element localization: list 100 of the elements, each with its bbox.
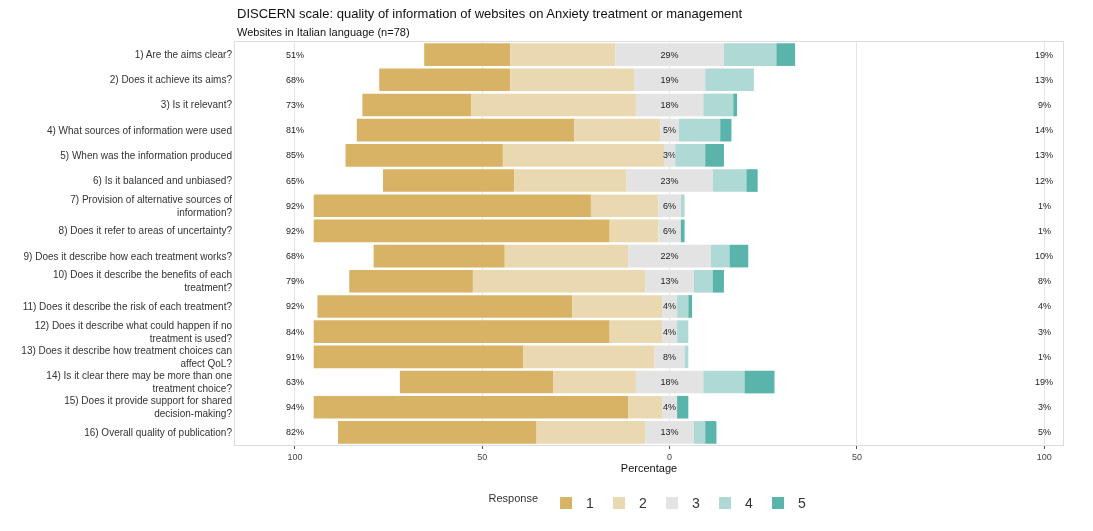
bar	[572, 295, 663, 318]
bar	[313, 194, 591, 218]
x-tick-label: 100	[287, 451, 303, 462]
bar	[703, 370, 745, 394]
annotation: 19%	[1035, 50, 1054, 60]
data-label: 18%	[660, 377, 679, 388]
bar	[313, 395, 629, 419]
annotation: 3%	[1038, 402, 1052, 412]
annotation: 92%	[286, 301, 305, 311]
annotation: 3%	[1038, 327, 1052, 337]
annotation: 8%	[1038, 276, 1052, 286]
annotation: 10%	[1035, 251, 1054, 261]
annotation: 65%	[286, 176, 305, 186]
y-tick-label: 3) Is it relevant?	[160, 99, 233, 111]
bar	[628, 395, 663, 419]
legend-label: 5	[798, 495, 807, 512]
bar	[313, 320, 610, 343]
data-label: 5%	[663, 125, 677, 136]
data-label: 19%	[660, 74, 679, 85]
bar	[729, 244, 749, 268]
annotation: 5%	[1038, 427, 1052, 437]
legend-label: 1	[586, 495, 595, 512]
bar	[712, 269, 724, 293]
bar	[688, 295, 693, 318]
y-tick-label: 13) Does it describe how treatment choices can affect QoL?	[21, 344, 233, 369]
annotation: 84%	[286, 327, 305, 337]
x-tick-label: 50	[851, 451, 862, 462]
bar	[677, 295, 689, 318]
bar	[680, 194, 685, 218]
annotation: 13%	[1035, 75, 1054, 85]
y-tick-label: 10) Does it describe the benefits of each treatment?	[53, 269, 233, 294]
bar	[504, 244, 629, 268]
bar	[693, 269, 713, 293]
data-label: 3%	[663, 150, 677, 161]
bar	[349, 269, 473, 293]
y-tick-label: 15) Does it provide support for shared decision-making?	[64, 395, 233, 420]
bar	[362, 93, 472, 117]
annotation: 68%	[286, 251, 305, 261]
bar	[510, 68, 635, 92]
bar	[399, 370, 554, 394]
y-tick-label: 4) What sources of information were used	[46, 124, 232, 136]
bar	[677, 320, 689, 343]
bar	[514, 169, 627, 192]
annotation: 92%	[286, 226, 305, 236]
data-label: 4%	[663, 301, 677, 312]
bar	[703, 93, 734, 117]
annotation: 14%	[1035, 125, 1054, 135]
bar	[712, 169, 747, 192]
bar	[705, 68, 754, 92]
y-tick-label: 1) Are the aims clear?	[134, 49, 233, 61]
legend-label: 4	[745, 495, 754, 512]
legend-title: Response	[488, 491, 539, 504]
data-label: 4%	[663, 326, 677, 337]
bar	[379, 68, 511, 92]
y-tick-label: 11) Does it describe the risk of each treatment?	[22, 300, 233, 312]
bar	[678, 118, 721, 142]
annotation: 79%	[286, 276, 305, 286]
annotation: 82%	[286, 427, 305, 437]
y-tick-label: 7) Provision of alternative sources of information?	[70, 193, 233, 218]
bar	[502, 144, 664, 167]
bar	[536, 421, 646, 444]
annotation: 1%	[1038, 226, 1052, 236]
y-tick-label: 9) Does it describe how each treatment works?	[23, 250, 233, 262]
annotation: 1%	[1038, 352, 1052, 362]
bar	[675, 144, 706, 167]
annotation: 91%	[286, 352, 305, 362]
bar	[313, 219, 610, 243]
bar	[705, 144, 724, 167]
annotation: 63%	[286, 377, 305, 387]
bar	[609, 219, 659, 243]
bar	[523, 345, 655, 369]
chart-subtitle: Websites in Italian language (n=78)	[237, 26, 410, 38]
annotation: 9%	[1038, 100, 1052, 110]
bar	[382, 169, 515, 192]
y-tick-label: 2) Does it achieve its aims?	[109, 74, 233, 86]
data-label: 4%	[663, 402, 677, 413]
bar	[590, 194, 659, 218]
bar	[744, 370, 775, 394]
bar	[472, 269, 646, 293]
annotation: 12%	[1035, 176, 1054, 186]
bar	[705, 421, 717, 444]
bar	[373, 244, 505, 268]
annotation: 81%	[286, 125, 305, 135]
bar	[710, 244, 730, 268]
bar	[733, 93, 738, 117]
x-axis-title: Percentage	[620, 461, 678, 474]
bar	[693, 421, 706, 444]
annotation: 85%	[286, 150, 305, 160]
bar	[345, 144, 503, 167]
annotation: 1%	[1038, 201, 1052, 211]
y-tick-label: 8) Does it refer to areas of uncertainty?	[58, 225, 233, 237]
y-tick-label: 6) Is it balanced and unbiased?	[93, 175, 233, 187]
y-tick-label: 12) Does it describe what could happen if no treatment is used?	[34, 319, 233, 344]
bar	[723, 43, 777, 66]
bar	[609, 320, 663, 343]
data-label: 6%	[663, 225, 677, 236]
bar	[553, 370, 636, 394]
y-tick-label: 14) Is it clear there may be more than one treatment choice?	[46, 370, 233, 395]
bar	[574, 118, 661, 142]
bar	[680, 219, 685, 243]
